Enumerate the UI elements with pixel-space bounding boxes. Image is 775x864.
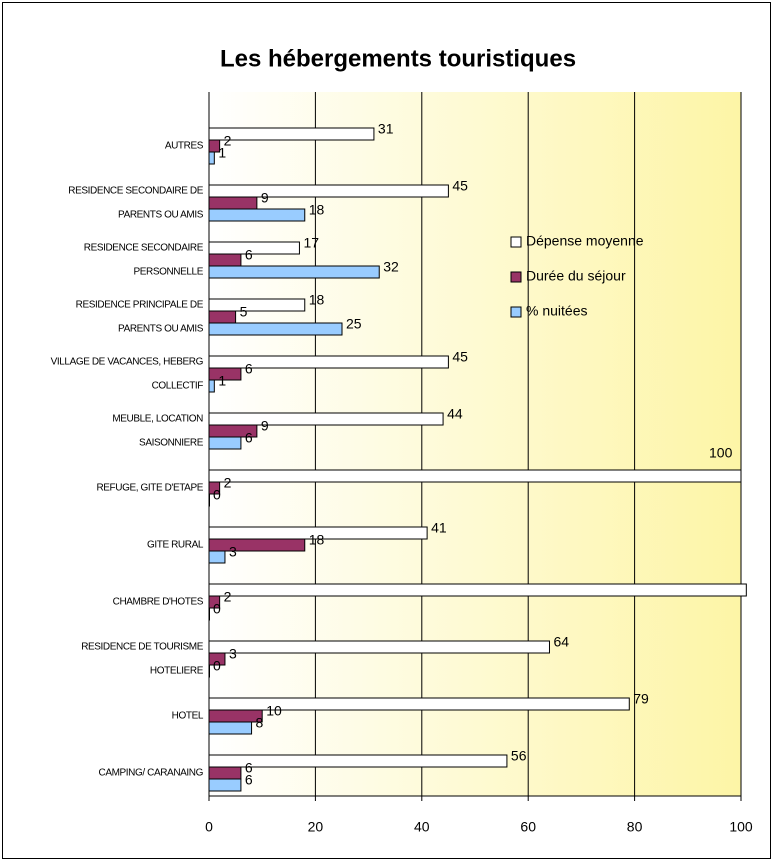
data-label: 31 — [378, 121, 394, 137]
bar — [208, 379, 215, 393]
data-label: 2 — [224, 133, 232, 149]
y-tick-label: AUTRES — [165, 141, 204, 152]
data-label: 17 — [303, 235, 319, 251]
bar — [208, 127, 375, 141]
bar — [208, 583, 747, 597]
data-label: 3 — [229, 646, 237, 662]
legend-label: % nuitées — [526, 303, 587, 319]
y-tick-label: MEUBLE, LOCATION — [112, 414, 203, 425]
data-label: 6 — [245, 247, 253, 263]
data-label: 2 — [224, 589, 232, 605]
data-label: 2 — [224, 475, 232, 491]
y-tick-label: PARENTS OU AMIS — [118, 210, 204, 221]
x-tick-label: 0 — [205, 819, 213, 835]
data-label: 10 — [266, 703, 282, 719]
bar — [208, 550, 226, 564]
bar — [208, 436, 242, 450]
data-label: 1 — [218, 145, 226, 161]
y-tick-label: PARENTS OU AMIS — [118, 324, 204, 335]
x-tick-label: 80 — [627, 819, 643, 835]
bar — [208, 322, 343, 336]
bar — [208, 310, 237, 324]
data-label: 56 — [511, 748, 527, 764]
y-tick-label: COLLECTIF — [152, 381, 204, 392]
y-tick-label: CHAMBRE D'HOTES — [113, 597, 204, 608]
y-tick-label: HOTELIERE — [150, 666, 204, 677]
data-label: 79 — [633, 691, 649, 707]
bar — [208, 208, 306, 222]
legend-swatch — [510, 236, 522, 248]
data-label: 64 — [553, 634, 569, 650]
y-tick-label: HOTEL — [172, 711, 204, 722]
y-tick-label: REFUGE, GITE D'ETAPE — [96, 483, 203, 494]
y-tick-label: SAISONNIERE — [139, 438, 204, 449]
bar — [208, 298, 306, 312]
bar — [208, 196, 258, 210]
bar — [208, 151, 215, 165]
y-tick-label: RESIDENCE PRINCIPALE DE — [76, 300, 204, 311]
y-tick-label: CAMPING/ CARANAING — [99, 768, 204, 779]
bar — [208, 754, 508, 768]
data-label: 25 — [346, 316, 362, 332]
legend-swatch — [510, 271, 522, 283]
x-tick-label: 40 — [414, 819, 430, 835]
data-label: 45 — [452, 349, 468, 365]
data-label: 6 — [245, 430, 253, 446]
data-label: 1 — [218, 373, 226, 389]
y-tick-label: PERSONNELLE — [133, 267, 203, 278]
data-label: 0 — [213, 601, 221, 617]
data-label: 3 — [229, 544, 237, 560]
bar — [208, 766, 242, 780]
bar — [208, 412, 444, 426]
bar — [208, 469, 742, 483]
y-tick-label: RESIDENCE SECONDAIRE DE — [68, 186, 203, 197]
data-label: 100 — [709, 445, 733, 461]
data-label: 0 — [213, 487, 221, 503]
bar — [208, 241, 300, 255]
x-tick-label: 60 — [520, 819, 536, 835]
legend-label: Durée du séjour — [526, 268, 626, 284]
y-tick-label: RESIDENCE SECONDAIRE — [84, 243, 204, 254]
data-label: 6 — [245, 361, 253, 377]
bar — [208, 778, 242, 792]
bar — [208, 709, 263, 723]
bar — [208, 538, 306, 552]
data-label: 18 — [309, 532, 325, 548]
bar — [208, 265, 380, 279]
data-label: 9 — [261, 190, 269, 206]
bar — [208, 721, 253, 735]
data-label: 6 — [245, 760, 253, 776]
data-label: 44 — [447, 406, 463, 422]
data-label: 32 — [383, 259, 399, 275]
data-label: 18 — [309, 292, 325, 308]
data-label: 5 — [240, 304, 248, 320]
data-label: 0 — [213, 658, 221, 674]
x-tick-label: 20 — [308, 819, 324, 835]
data-label: 18 — [309, 202, 325, 218]
plot-area — [209, 92, 741, 796]
data-label: 45 — [452, 178, 468, 194]
data-label: 41 — [431, 520, 447, 536]
data-label: 9 — [261, 418, 269, 434]
legend-swatch — [510, 306, 522, 318]
y-tick-label: RESIDENCE DE TOURISME — [81, 642, 204, 653]
data-label: 8 — [256, 715, 264, 731]
y-tick-label: GITE RURAL — [147, 540, 204, 551]
bar — [208, 184, 449, 198]
x-tick-label: 100 — [729, 819, 753, 835]
bar — [208, 640, 550, 654]
y-tick-label: VILLAGE DE VACANCES, HEBERG — [51, 357, 204, 368]
chart-title: Les hébergements touristiques — [220, 45, 576, 72]
bar — [208, 253, 242, 267]
legend-label: Dépense moyenne — [526, 233, 644, 249]
data-label: 6 — [245, 772, 253, 788]
